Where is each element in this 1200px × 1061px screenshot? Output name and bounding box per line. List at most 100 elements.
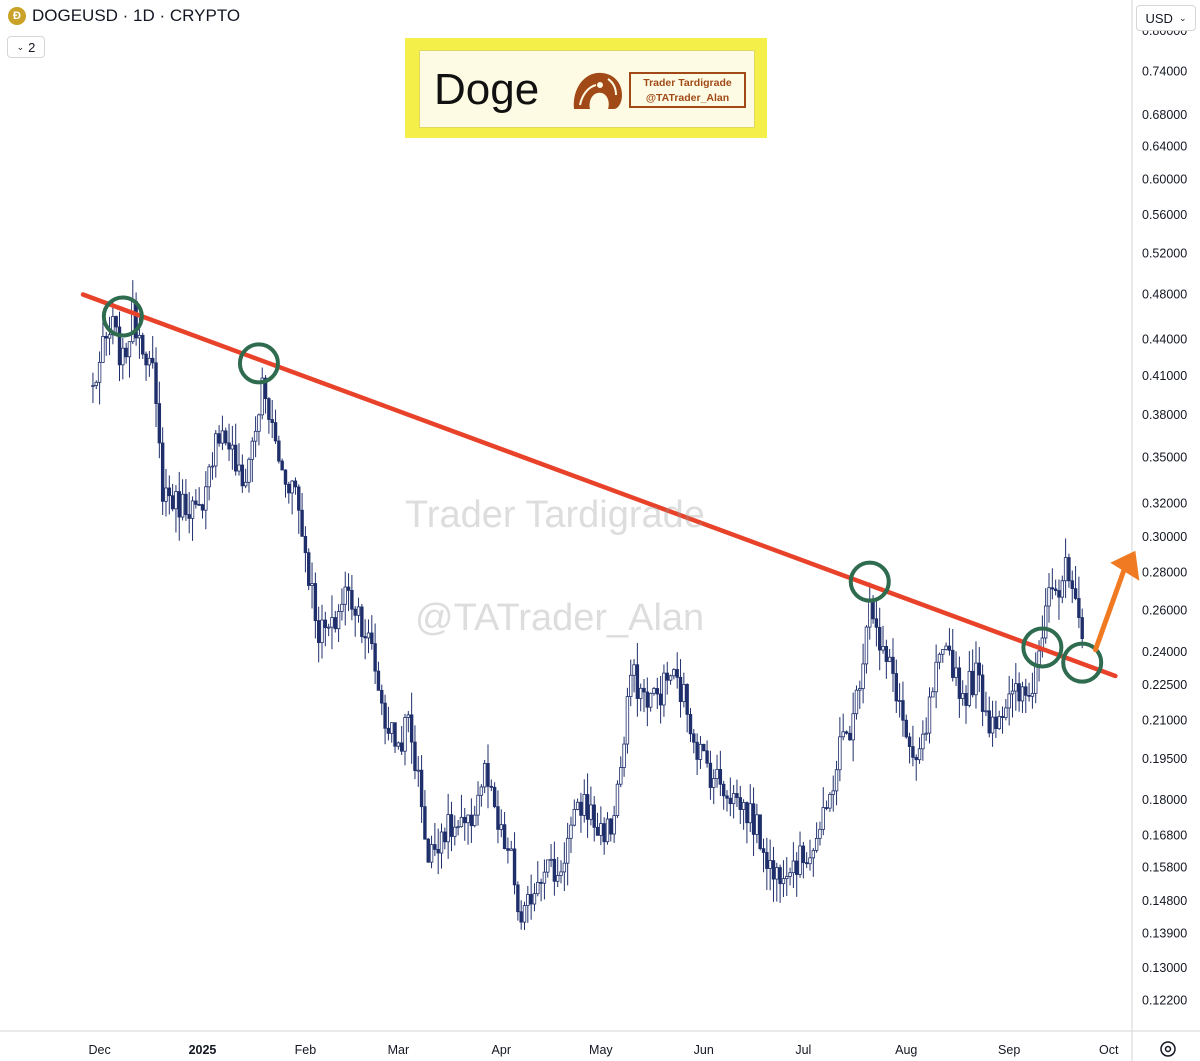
- trendline: [80, 292, 1118, 679]
- y-tick-label: 0.13000: [1142, 961, 1187, 975]
- candle-body: [572, 809, 576, 826]
- candle-body: [121, 347, 125, 366]
- candle-body: [214, 433, 218, 467]
- candle-body: [486, 763, 490, 787]
- candle-body: [170, 495, 175, 510]
- candle-body: [698, 743, 703, 760]
- candle-body: [439, 831, 444, 854]
- candle-body: [775, 867, 779, 880]
- candle-body: [419, 769, 424, 808]
- candle-body: [280, 460, 284, 471]
- candle-body: [675, 669, 679, 678]
- candle-body: [924, 732, 928, 735]
- candle-body: [758, 814, 762, 850]
- candle-body: [190, 500, 195, 519]
- candle-body: [449, 814, 454, 837]
- candle-body: [668, 675, 673, 681]
- candle-body: [366, 632, 371, 639]
- candle-body: [858, 688, 862, 691]
- candle-body: [101, 335, 105, 363]
- candle-body: [297, 486, 301, 511]
- x-tick-label: Mar: [388, 1043, 410, 1057]
- candle-body: [658, 693, 663, 706]
- candle-body: [814, 837, 819, 851]
- candle-body: [91, 385, 95, 387]
- candle-body: [160, 442, 165, 502]
- y-tick-label: 0.18000: [1142, 793, 1187, 807]
- candle-body: [546, 859, 550, 873]
- candle-body: [781, 878, 786, 885]
- candle-body: [257, 414, 261, 432]
- candle-body: [492, 786, 497, 808]
- candle-body: [320, 619, 324, 644]
- candle-body: [927, 696, 932, 734]
- y-tick-label: 0.14800: [1142, 894, 1187, 908]
- tardigrade-logo-icon: [573, 72, 622, 109]
- candle-body: [808, 857, 812, 865]
- candle-body: [290, 480, 294, 494]
- candle-body: [688, 713, 693, 735]
- candle-body: [200, 504, 205, 511]
- y-tick-label: 0.13900: [1142, 926, 1187, 940]
- candle-body: [615, 783, 620, 816]
- candle-body: [721, 783, 726, 797]
- candle-body: [556, 875, 560, 882]
- candle-body: [466, 814, 470, 824]
- y-tick-label: 0.41000: [1142, 369, 1187, 383]
- symbol-header[interactable]: Ð DOGEUSD · 1D · CRYPTO: [8, 6, 240, 26]
- candle-body: [416, 769, 420, 772]
- candle-body: [791, 860, 796, 874]
- candle-body: [230, 444, 235, 450]
- candle-body: [728, 797, 733, 805]
- indicator-toggle[interactable]: ⌄ 2: [7, 36, 45, 58]
- candle-body: [283, 469, 288, 485]
- candle-body: [217, 433, 221, 444]
- currency-select[interactable]: USD ⌄: [1136, 5, 1196, 31]
- candle-body: [655, 688, 659, 695]
- y-tick-label: 0.48000: [1142, 288, 1187, 302]
- candle-body: [665, 672, 669, 681]
- candle-body: [267, 398, 271, 420]
- candle-body: [180, 493, 185, 518]
- candle-body: [695, 741, 699, 760]
- y-tick-label: 0.60000: [1142, 173, 1187, 187]
- candle-body: [1027, 694, 1031, 697]
- candle-body: [330, 617, 334, 628]
- candle-body: [429, 844, 434, 863]
- candle-body: [798, 845, 802, 875]
- candle-body: [363, 636, 367, 639]
- candle-body: [804, 862, 809, 865]
- candle-body: [619, 767, 623, 785]
- brand-logo: Doge Trader Tardigrade @TATrader_Alan: [405, 38, 767, 138]
- candle-body: [532, 893, 537, 905]
- candle-body: [522, 905, 527, 923]
- candle-body: [1004, 707, 1008, 718]
- candle-body: [625, 696, 630, 745]
- candle-body: [629, 674, 633, 697]
- candle-body: [901, 700, 905, 721]
- logo-credit-line1: Trader Tardigrade: [643, 77, 732, 89]
- candle-body: [672, 669, 676, 677]
- candle-body: [260, 377, 264, 416]
- settings-gear-icon[interactable]: [1158, 1039, 1178, 1059]
- breakout-arrow-shaft: [1092, 558, 1130, 653]
- candle-body: [220, 430, 225, 444]
- candle-body: [748, 803, 752, 824]
- candle-body: [197, 503, 201, 506]
- candle-body: [921, 733, 925, 750]
- x-tick-label: Aug: [895, 1043, 917, 1057]
- candle-body: [151, 357, 155, 364]
- candle-body: [602, 823, 606, 843]
- candle-body: [519, 911, 523, 923]
- candle-body: [141, 334, 145, 355]
- candle-body: [506, 848, 510, 851]
- candle-body: [326, 626, 331, 629]
- candle-body: [1007, 693, 1011, 709]
- candle-body: [565, 837, 570, 864]
- candle-body: [413, 741, 417, 771]
- candle-body: [914, 756, 918, 761]
- candle-body: [1010, 690, 1015, 695]
- candle-body: [350, 590, 354, 610]
- candle-body: [731, 793, 736, 805]
